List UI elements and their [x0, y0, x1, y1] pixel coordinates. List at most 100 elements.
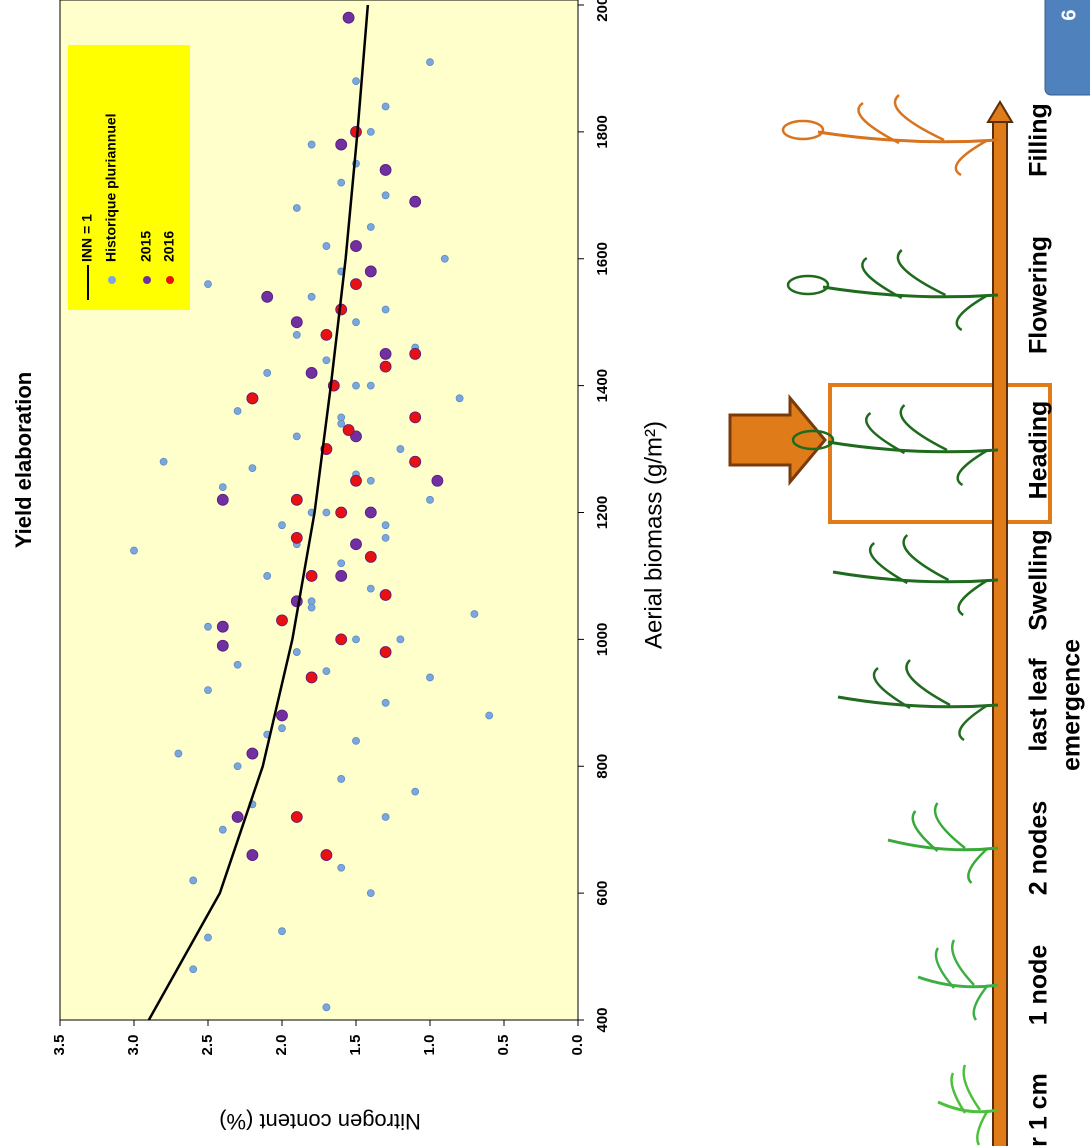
stage-label: 2 nodes [1025, 801, 1053, 895]
data-point [379, 360, 392, 373]
data-point [366, 889, 375, 898]
data-point [337, 775, 346, 783]
data-point [426, 58, 434, 66]
data-point [379, 348, 392, 360]
plant-leaf [893, 94, 945, 142]
stage-label: last leaf [1025, 658, 1053, 752]
data-point [305, 671, 318, 684]
data-point [218, 825, 227, 834]
plant-leaf [933, 802, 966, 849]
pointer-arrow [728, 393, 827, 487]
plant-leaf [972, 984, 989, 1021]
plant-ear [786, 274, 830, 296]
data-point [248, 464, 257, 472]
data-point [335, 138, 348, 151]
data-point [381, 191, 390, 200]
data-point [322, 667, 331, 675]
data-point [204, 933, 212, 942]
stage-label: Filling [1025, 103, 1053, 177]
data-point [246, 392, 259, 405]
data-point [307, 603, 316, 612]
data-point [204, 280, 212, 289]
stage-label: emergence [1058, 639, 1086, 771]
data-point [396, 635, 405, 644]
data-point [261, 290, 274, 303]
data-point [204, 622, 212, 631]
plant-leaf [954, 138, 989, 177]
data-point [426, 495, 434, 504]
x-tick-label: 1800 [594, 115, 611, 148]
y-tick-label: 1.5 [347, 1035, 364, 1056]
data-point [231, 811, 244, 823]
data-point [278, 927, 286, 936]
data-point [320, 849, 333, 861]
stage-label: 1 node [1025, 945, 1053, 1026]
plant-leaf [896, 249, 947, 297]
y-tick-label: 2.5 [199, 1035, 216, 1056]
stage-label: r 1 cm [1025, 1073, 1053, 1146]
data-point [337, 413, 346, 422]
data-point [246, 747, 259, 760]
data-point [366, 381, 375, 390]
data-point [189, 876, 198, 885]
plant-stem [817, 130, 999, 144]
data-point [276, 614, 288, 627]
data-point [290, 531, 303, 544]
stage-label: Swelling [1025, 529, 1053, 630]
data-point [381, 102, 390, 111]
stage-label: Heading [1025, 401, 1053, 500]
plant-leaf [865, 411, 906, 455]
plant-leaf [962, 1064, 982, 1111]
data-point [381, 305, 390, 314]
data-point [352, 318, 360, 327]
data-point [276, 709, 288, 722]
legend-box [68, 45, 190, 310]
data-point [290, 811, 303, 823]
data-point [292, 432, 301, 441]
data-point [322, 508, 331, 517]
plant-leaf [956, 448, 989, 487]
data-point [364, 265, 377, 278]
data-point [366, 584, 375, 593]
data-point [246, 849, 259, 861]
legend-label: 2015 [138, 231, 154, 262]
data-point [307, 140, 316, 149]
plant-leaf [899, 404, 948, 452]
stage-label: Flowering [1025, 236, 1053, 354]
data-point [366, 127, 375, 136]
legend-marker [108, 276, 116, 284]
plant-leaf [951, 939, 975, 986]
y-tick-label: 2.0 [273, 1035, 290, 1056]
x-tick-label: 600 [594, 881, 611, 906]
y-tick-label: 1.0 [421, 1035, 438, 1056]
data-point [290, 316, 303, 329]
data-point [426, 673, 434, 682]
data-point [189, 965, 198, 974]
data-point [379, 589, 392, 601]
data-point [381, 521, 390, 530]
data-point [320, 328, 333, 341]
x-tick-label: 800 [594, 754, 611, 779]
data-point [292, 648, 301, 656]
plant-leaf [902, 534, 950, 582]
data-point [159, 457, 168, 466]
plant-leaf [958, 703, 989, 742]
data-point [305, 367, 318, 379]
plant-leaf [955, 293, 989, 332]
slide-number-box [1044, 0, 1090, 96]
plant-stem [822, 285, 999, 299]
plant-ear [781, 119, 825, 141]
data-point [379, 646, 392, 658]
data-point [366, 476, 375, 485]
data-point [307, 292, 316, 301]
data-point [485, 711, 494, 720]
plant-leaf [976, 1109, 990, 1146]
plant-leaf [957, 578, 989, 617]
data-point [130, 546, 138, 555]
plant-leaf [950, 1072, 967, 1114]
data-point [352, 635, 360, 644]
data-point [322, 1003, 331, 1012]
data-point [364, 551, 377, 563]
plant-leaf [911, 810, 939, 852]
